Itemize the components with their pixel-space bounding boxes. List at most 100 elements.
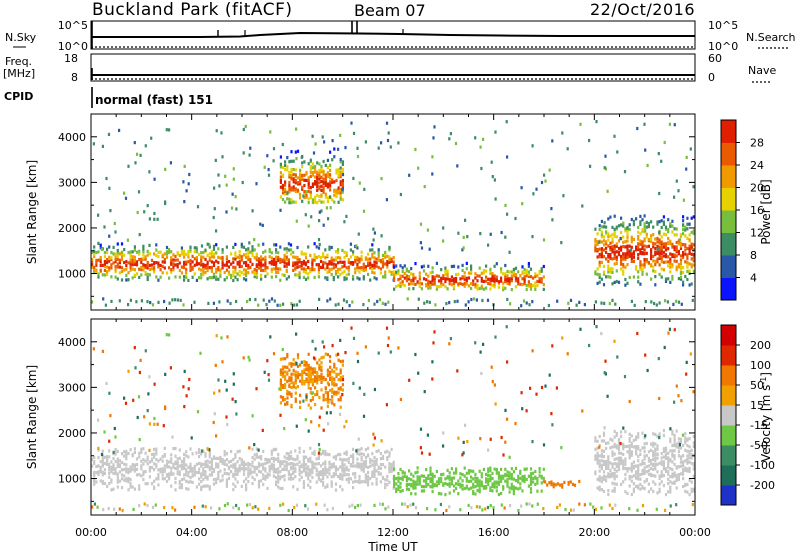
data-cell xyxy=(335,374,338,378)
data-cell xyxy=(594,272,597,276)
data-cell xyxy=(202,255,205,259)
data-cell xyxy=(657,152,660,156)
data-cell xyxy=(452,281,456,286)
data-cell xyxy=(210,464,213,469)
data-cell xyxy=(232,245,235,249)
data-cell xyxy=(630,462,633,466)
data-cell xyxy=(427,264,430,268)
data-cell xyxy=(246,299,249,304)
data-cell xyxy=(617,224,621,228)
data-cell xyxy=(245,483,248,487)
data-cell xyxy=(360,480,363,484)
data-cell xyxy=(493,264,496,268)
data-cell xyxy=(298,478,301,482)
data-cell xyxy=(163,299,166,304)
data-cell xyxy=(352,262,355,266)
data-cell xyxy=(472,485,475,489)
data-cell xyxy=(140,257,143,261)
data-cell xyxy=(392,263,395,268)
data-cell xyxy=(686,262,689,266)
data-cell xyxy=(304,252,308,256)
data-cell xyxy=(187,455,190,459)
data-cell xyxy=(322,451,325,455)
data-cell xyxy=(270,256,273,260)
data-cell xyxy=(187,182,190,186)
data-cell xyxy=(326,452,329,456)
data-cell xyxy=(314,386,317,390)
data-cell xyxy=(292,180,295,184)
data-cell xyxy=(303,382,306,386)
data-cell xyxy=(129,265,132,269)
data-cell xyxy=(686,454,689,458)
data-cell xyxy=(688,456,691,460)
data-cell xyxy=(215,243,218,247)
data-cell xyxy=(373,462,376,466)
data-cell xyxy=(386,483,389,487)
data-cell xyxy=(284,385,287,389)
data-cell xyxy=(491,489,494,493)
data-cell xyxy=(191,469,194,473)
data-cell xyxy=(198,267,201,271)
data-cell xyxy=(270,452,273,456)
data-cell xyxy=(345,465,348,469)
data-cell xyxy=(388,258,391,262)
data-cell xyxy=(489,466,492,470)
data-cell xyxy=(196,410,200,414)
data-cell xyxy=(399,281,402,285)
data-cell xyxy=(180,459,183,463)
data-cell xyxy=(450,283,453,287)
data-cell xyxy=(548,373,551,377)
data-cell xyxy=(148,267,151,271)
data-cell xyxy=(288,175,291,179)
data-cell xyxy=(91,257,94,262)
data-cell xyxy=(504,275,507,279)
data-cell xyxy=(257,461,261,466)
data-cell xyxy=(260,255,263,259)
data-cell xyxy=(148,243,151,247)
data-cell xyxy=(341,465,344,469)
data-cell xyxy=(221,248,224,252)
data-cell xyxy=(129,485,132,489)
data-cell xyxy=(598,275,601,280)
data-cell xyxy=(521,475,524,479)
data-cell xyxy=(489,469,492,473)
data-cell xyxy=(343,473,346,477)
data-cell xyxy=(138,504,141,508)
data-cell xyxy=(93,269,96,274)
data-cell xyxy=(335,171,338,175)
data-cell xyxy=(125,452,128,456)
data-cell xyxy=(688,233,691,237)
data-cell xyxy=(277,477,280,481)
data-cell xyxy=(103,455,106,459)
data-cell xyxy=(231,397,234,401)
data-cell xyxy=(419,427,423,431)
data-cell xyxy=(362,464,365,468)
data-cell xyxy=(311,383,314,387)
data-cell xyxy=(178,253,181,258)
data-cell xyxy=(425,272,428,276)
data-cell xyxy=(204,473,207,477)
data-cell xyxy=(493,480,496,484)
data-cell xyxy=(435,469,438,474)
data-cell xyxy=(174,275,177,279)
data-cell xyxy=(682,243,685,247)
data-cell xyxy=(487,473,490,477)
data-cell xyxy=(654,263,657,267)
data-cell xyxy=(170,470,173,474)
data-cell xyxy=(527,474,530,478)
colorbar-segment xyxy=(721,325,736,346)
data-cell xyxy=(272,456,275,460)
data-cell xyxy=(536,479,539,483)
data-cell xyxy=(282,502,285,506)
data-cell xyxy=(183,164,186,168)
data-cell xyxy=(140,299,143,303)
data-cell xyxy=(628,249,631,253)
data-cell xyxy=(279,378,282,382)
data-cell xyxy=(326,483,329,487)
data-cell xyxy=(600,232,603,236)
data-cell xyxy=(521,283,524,287)
data-cell xyxy=(377,265,380,270)
data-cell xyxy=(314,180,317,184)
data-cell xyxy=(298,460,301,464)
data-cell xyxy=(334,263,338,267)
